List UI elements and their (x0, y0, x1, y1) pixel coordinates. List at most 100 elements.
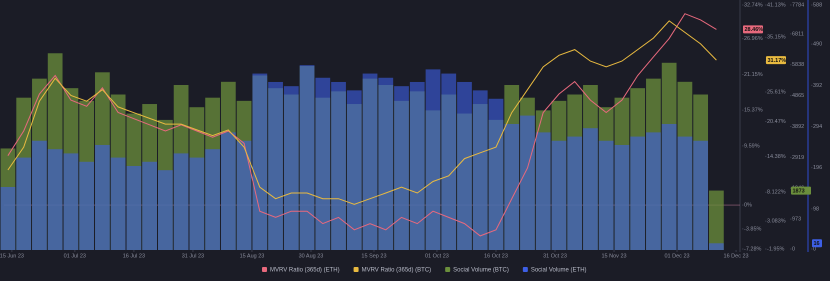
y-tick-label: 294 (813, 124, 822, 130)
bar (472, 90, 488, 251)
bar (268, 81, 283, 251)
y-tick-label: 0% (744, 203, 752, 209)
y-tick-label: -1.95% (767, 246, 785, 252)
y-tick-label: 196 (813, 165, 822, 171)
y-tick-label: 32.74% (744, 2, 763, 8)
y-tick-label: 392 (813, 83, 822, 89)
y-tick-label: 14.38% (767, 154, 786, 160)
y-tick-label: 41.13% (767, 2, 786, 8)
y-tick-label: 4865 (792, 93, 804, 99)
bar (126, 165, 142, 250)
x-tick-label: 31 Oct 23 (543, 253, 567, 259)
bar (32, 140, 47, 250)
bar (236, 140, 252, 250)
bar (646, 132, 661, 250)
bar (520, 115, 535, 250)
bar (441, 73, 457, 250)
legend-swatch (445, 267, 451, 272)
y-tick-label: 98 (813, 206, 819, 212)
legend-label: Social Volume (BTC) (453, 268, 509, 274)
bar (79, 161, 95, 250)
x-tick-label: 16 Dec 23 (724, 253, 749, 259)
bar (504, 123, 520, 250)
bar (394, 86, 409, 251)
bar (0, 186, 16, 250)
y-tick-label: 15.37% (744, 108, 763, 114)
y-tick-label: 3892 (792, 124, 804, 130)
bar (110, 157, 126, 250)
bar (614, 144, 630, 250)
y-tick-label: 3.083% (767, 219, 786, 225)
bar (205, 149, 220, 250)
bar (709, 243, 724, 250)
legend-swatch (522, 267, 528, 272)
bar (16, 157, 32, 250)
bar (583, 128, 598, 250)
last-value-box (812, 239, 822, 248)
y-tick-label: 35.15% (767, 35, 786, 41)
bar (299, 65, 315, 250)
bar (283, 86, 299, 251)
x-tick-label: 15 Sep 23 (361, 253, 386, 259)
bar (567, 136, 583, 250)
x-tick-label: 31 Jul 23 (182, 253, 204, 259)
last-value-label: 28.46% (745, 27, 764, 33)
bar (425, 69, 441, 250)
bar (677, 136, 693, 250)
bar (63, 153, 79, 250)
bar (551, 140, 567, 250)
legend-swatch (262, 267, 267, 272)
y-tick-label: 973 (792, 217, 801, 223)
bar (488, 98, 504, 250)
y-tick-label: 5838 (792, 62, 804, 68)
y-tick-label: 588 (813, 2, 822, 8)
bar (95, 144, 110, 250)
y-tick-label: 20.47% (767, 119, 786, 125)
bar (157, 170, 173, 250)
y-tick-label: 6811 (792, 31, 804, 37)
x-tick-label: 30 Aug 23 (299, 253, 324, 259)
bar (535, 132, 551, 250)
bar (331, 81, 346, 251)
bar-series (0, 65, 724, 251)
last-value-label: 31.17% (768, 58, 787, 64)
y-tick-label: -3.85% (744, 226, 762, 232)
last-value-box (766, 56, 786, 65)
y-tick-label: -7.28% (744, 246, 762, 252)
x-tick-label: 01 Dec 23 (664, 253, 689, 259)
x-tick-label: 01 Jul 23 (64, 253, 86, 259)
bar (457, 81, 472, 251)
bar (709, 190, 724, 250)
last-value-box (791, 186, 811, 195)
bar (598, 140, 614, 250)
y-tick-label: 21.15% (744, 72, 763, 78)
bar (142, 161, 157, 250)
y-tick-label: 8.122% (767, 190, 786, 196)
bar (346, 90, 362, 251)
x-tick-label: 01 Oct 23 (425, 253, 449, 259)
x-tick-label: 16 Jul 23 (123, 253, 145, 259)
x-tick-label: 16 Oct 23 (484, 253, 508, 259)
x-tick-label: 15 Nov 23 (602, 253, 627, 259)
x-tick-label: 15 Jun 23 (0, 253, 24, 259)
bar (378, 77, 394, 250)
line (7, 13, 717, 237)
y-tick-label: 0 (792, 246, 795, 252)
legend-label: Social Volume (ETH) (531, 268, 587, 274)
last-value-label: 16 (814, 241, 820, 247)
bar (409, 81, 425, 251)
bar (252, 73, 268, 250)
x-tick-label: 15 Aug 23 (240, 253, 265, 259)
bar (47, 149, 63, 250)
line (7, 20, 717, 205)
y-tick-label: 9.59% (744, 143, 760, 149)
y-tick-label: 0 (813, 246, 816, 252)
bar (173, 153, 189, 250)
bar (189, 157, 205, 250)
bar (693, 140, 709, 250)
y-tick-label: 490 (813, 42, 822, 48)
last-value-label: 1873 (793, 188, 805, 194)
y-tick-label: 25.61% (767, 89, 786, 95)
bar (220, 132, 236, 250)
